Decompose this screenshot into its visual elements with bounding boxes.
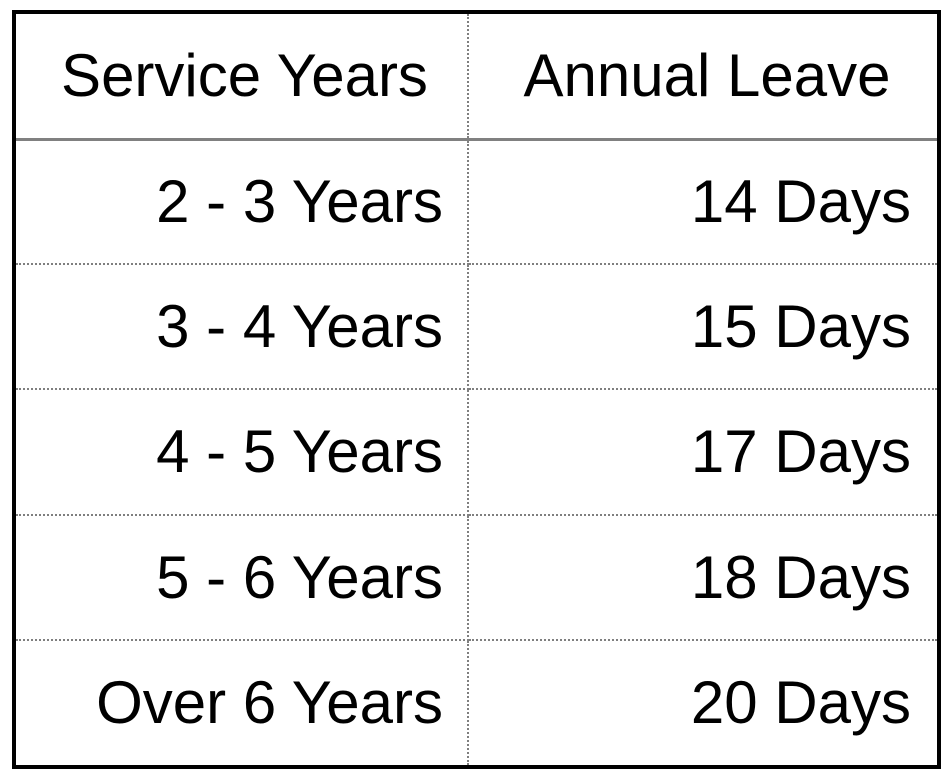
- cell-service-years: 4 - 5 Years: [16, 389, 469, 516]
- table-row: 2 - 3 Years 14 Days: [16, 139, 937, 266]
- table-row: Over 6 Years 20 Days: [16, 639, 937, 765]
- cell-service-years: Over 6 Years: [16, 639, 469, 765]
- header-row: Service Years Annual Leave: [16, 14, 937, 141]
- cell-service-years: 2 - 3 Years: [16, 139, 469, 266]
- cell-annual-leave: 20 Days: [690, 669, 911, 737]
- table-row: 4 - 5 Years 17 Days: [16, 389, 937, 516]
- cell-annual-leave: 15 Days: [468, 264, 937, 391]
- leave-table-frame: Service Years Annual Leave 2 - 3 Years 1…: [12, 10, 941, 769]
- annual-leave-table: Service Years Annual Leave 2 - 3 Years 1…: [16, 14, 937, 765]
- table-body: 2 - 3 Years 14 Days 3 - 4 Years 15 Days …: [16, 139, 937, 765]
- cell-annual-leave: 14 Days: [468, 139, 937, 266]
- table-row: 5 - 6 Years 18 Days: [16, 514, 937, 641]
- cell-service-years: 5 - 6 Years: [16, 514, 469, 641]
- header-service-years: Service Years: [16, 14, 469, 141]
- cell-annual-leave: 18 Days: [468, 514, 937, 641]
- table-header: Service Years Annual Leave: [16, 14, 937, 141]
- header-annual-leave: Annual Leave: [468, 14, 937, 141]
- cell-annual-leave: 17 Days: [468, 389, 937, 516]
- table-row: 3 - 4 Years 15 Days: [16, 264, 937, 391]
- cell-service-years: 3 - 4 Years: [16, 264, 469, 391]
